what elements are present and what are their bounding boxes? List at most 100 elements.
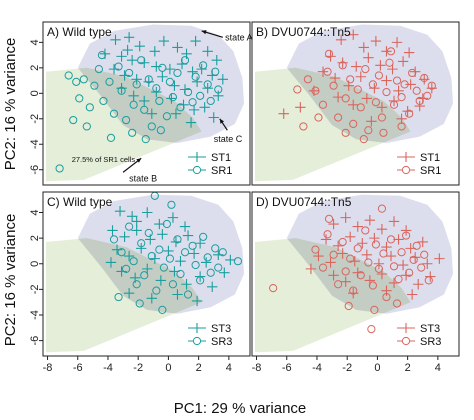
data-point-plus	[325, 51, 336, 62]
data-point-plus	[123, 32, 135, 43]
data-point-plus	[325, 257, 336, 268]
data-point-plus	[358, 42, 370, 53]
y-axis-title-bottom: PC2: 16 % variance	[2, 214, 19, 347]
data-point-circle	[132, 280, 141, 289]
data-point-circle	[389, 262, 399, 271]
data-point-plus	[143, 76, 154, 88]
x-tick-label: 0	[165, 362, 171, 374]
data-point-circle	[122, 264, 131, 273]
data-point-circle	[75, 94, 84, 103]
data-point-circle	[427, 81, 436, 90]
data-point-circle	[303, 75, 313, 84]
data-point-plus	[295, 102, 306, 113]
y-tick-label: -2	[29, 284, 41, 294]
data-point-plus	[381, 285, 392, 296]
data-point-plus	[381, 75, 392, 86]
y-tick-label: -2	[29, 114, 41, 124]
y-axis: -6 -4 -2 0 2 4 -6 -4 -2 0 2 4	[29, 39, 43, 346]
data-point-circle	[158, 305, 167, 314]
data-point-plus	[376, 102, 388, 113]
data-point-circle	[122, 115, 131, 125]
data-point-plus	[434, 253, 445, 264]
data-point-circle	[374, 71, 384, 80]
data-point-plus	[348, 29, 359, 40]
legend-label: ST1	[211, 152, 231, 164]
data-point-circle	[144, 75, 153, 84]
data-point-circle	[356, 271, 365, 280]
data-point-circle	[132, 80, 141, 89]
data-point-plus	[406, 289, 418, 300]
legend-marker-plus	[401, 323, 411, 333]
data-point-plus	[364, 214, 376, 226]
data-point-plus	[134, 40, 145, 52]
data-point-circle	[349, 286, 358, 295]
data-point-circle	[382, 87, 391, 97]
data-point-plus	[170, 108, 182, 119]
data-point-circle	[233, 257, 243, 266]
data-point-circle	[72, 77, 81, 86]
data-point-plus	[151, 61, 162, 72]
data-point-plus	[387, 63, 398, 75]
data-point-circle	[368, 80, 377, 89]
data-point-plus	[136, 243, 147, 254]
data-point-plus	[369, 83, 380, 94]
data-point-plus	[335, 34, 347, 46]
data-point-plus	[425, 271, 436, 282]
data-point-circle	[344, 301, 353, 311]
legend-marker-circle	[401, 336, 411, 346]
data-point-plus	[219, 267, 230, 278]
data-point-plus	[155, 275, 167, 286]
data-point-plus	[225, 254, 236, 266]
data-point-plus	[157, 229, 168, 240]
data-point-plus	[361, 93, 373, 104]
data-point-circle	[386, 235, 396, 244]
x-tick-label: 4	[435, 362, 441, 374]
data-point-plus	[131, 74, 142, 85]
x-tick-label: 0	[374, 362, 380, 374]
data-point-circle	[338, 237, 347, 247]
data-point-plus	[375, 60, 386, 71]
series-sr3	[109, 192, 243, 314]
data-point-circle	[137, 56, 146, 65]
data-point-circle	[420, 250, 429, 259]
data-point-plus	[131, 216, 142, 227]
data-point-plus	[388, 216, 400, 227]
data-point-plus	[340, 212, 351, 223]
legend-marker-plus	[192, 152, 202, 162]
data-point-plus	[196, 63, 207, 75]
data-point-plus	[349, 255, 360, 267]
data-point-circle	[162, 112, 171, 121]
data-point-circle	[417, 263, 426, 272]
data-point-circle	[155, 245, 164, 254]
data-point-circle	[346, 75, 355, 84]
x-tick-label: -6	[73, 362, 83, 374]
data-point-circle	[99, 96, 108, 106]
data-point-plus	[110, 34, 121, 46]
label-sr1-fraction: 27.5% of SR1 cells	[72, 155, 136, 164]
data-point-plus	[352, 221, 363, 232]
data-point-circle	[206, 96, 215, 106]
data-point-plus	[391, 37, 403, 48]
data-point-plus	[400, 225, 412, 236]
data-point-plus	[116, 51, 127, 62]
data-point-plus	[158, 35, 170, 47]
legend-label: SR1	[211, 165, 232, 177]
data-point-circle	[397, 93, 406, 102]
data-point-plus	[409, 252, 421, 263]
data-point-circle	[188, 241, 197, 250]
data-point-circle	[109, 109, 119, 118]
data-point-plus	[328, 218, 339, 230]
y-axis-title-top: PC2: 16 % variance	[2, 38, 19, 171]
legend-marker-circle	[192, 336, 202, 346]
data-point-circle	[125, 222, 134, 231]
data-point-circle	[176, 103, 185, 112]
data-point-circle	[140, 271, 149, 280]
data-point-plus	[172, 42, 183, 53]
data-point-plus	[191, 76, 203, 88]
data-point-plus	[116, 266, 127, 277]
data-point-circle	[196, 276, 205, 285]
data-point-plus	[317, 66, 329, 77]
